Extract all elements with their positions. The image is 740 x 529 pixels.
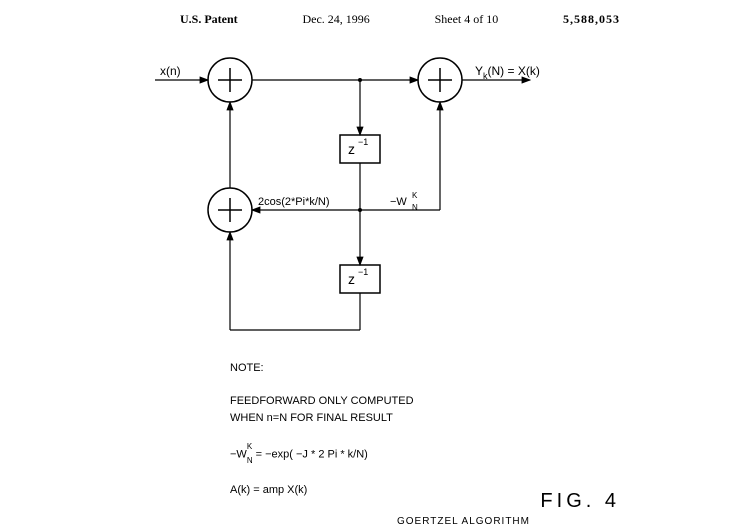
patent-number: 5,588,053 <box>563 12 620 27</box>
coef-label: 2cos(2*Pi*k/N) <box>258 196 330 208</box>
output-label: Yk(N) = X(k) <box>475 64 540 81</box>
note-eq2: A(k) = amp X(k) <box>230 482 414 499</box>
note-title: NOTE: <box>230 360 414 377</box>
notes-block: NOTE: FEEDFORWARD ONLY COMPUTED WHEN n=N… <box>230 360 414 499</box>
z-label: z <box>348 141 355 157</box>
algorithm-name: GOERTZEL ALGORITHM <box>397 516 530 527</box>
patent-date: Dec. 24, 1996 <box>302 12 369 27</box>
patent-header: U.S. Patent Dec. 24, 1996 Sheet 4 of 10 … <box>0 12 740 27</box>
sheet-number: Sheet 4 of 10 <box>435 12 499 27</box>
figure-caption: FIG. 4 <box>540 490 620 513</box>
wk-sub: N <box>412 203 418 212</box>
note-eq1: −WKN = −exp( −J * 2 Pi * k/N) <box>230 443 414 466</box>
note-line: FEEDFORWARD ONLY COMPUTED <box>230 393 414 410</box>
z-label: z <box>348 271 355 287</box>
block-diagram: z −1 z −1 x(n) 2cos(2*Pi*k/N) −W K N Yk(… <box>0 40 740 360</box>
input-label: x(n) <box>160 64 181 78</box>
z-exp: −1 <box>358 267 368 277</box>
wk-label: −W <box>390 196 407 208</box>
wk-sup: K <box>412 191 418 200</box>
patent-label: U.S. Patent <box>180 12 238 27</box>
note-line: WHEN n=N FOR FINAL RESULT <box>230 410 414 427</box>
z-exp: −1 <box>358 137 368 147</box>
